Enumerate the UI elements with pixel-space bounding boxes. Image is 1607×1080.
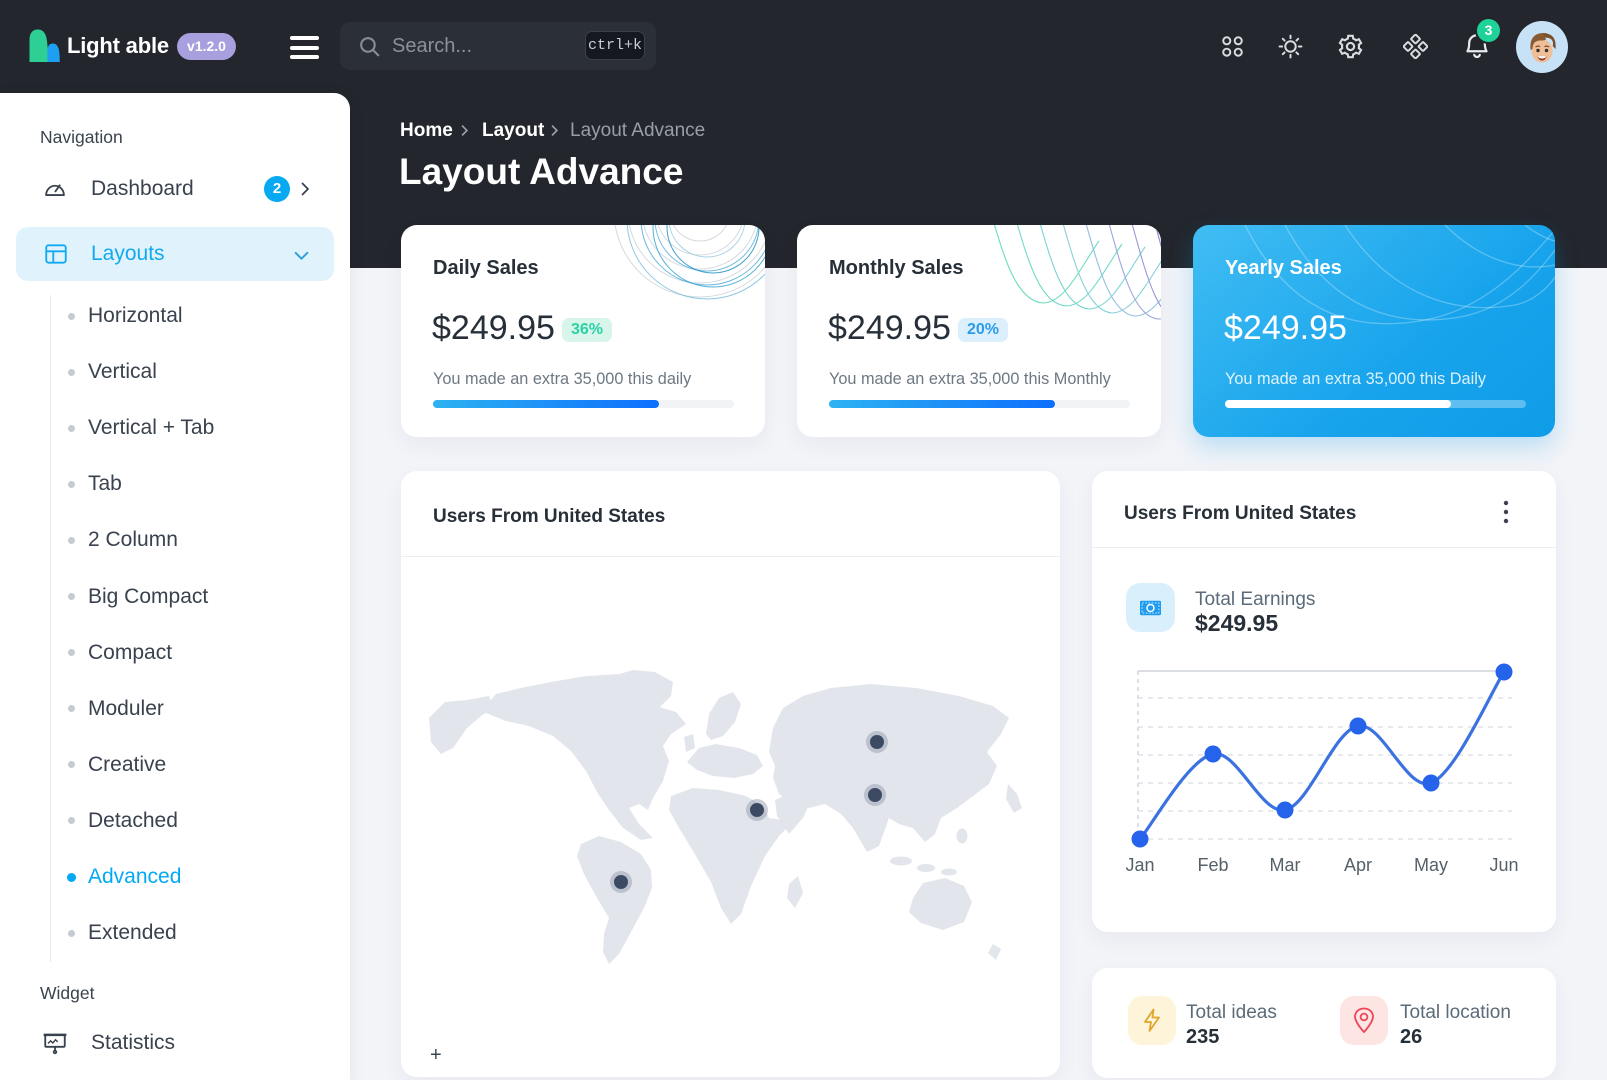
svg-text:May: May	[1414, 855, 1448, 875]
svg-text:Feb: Feb	[1197, 855, 1228, 875]
svg-text:Jan: Jan	[1125, 855, 1154, 875]
svg-text:Mar: Mar	[1270, 855, 1301, 875]
svg-text:Apr: Apr	[1344, 855, 1372, 875]
svg-text:Jun: Jun	[1489, 855, 1518, 875]
